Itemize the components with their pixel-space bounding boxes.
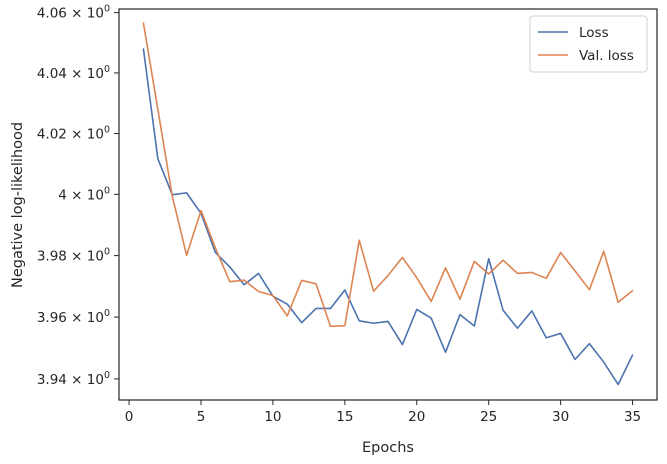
x-axis: 0 5 10 15 20 25 30 35 [125,400,641,425]
x-tick-label: 10 [264,409,281,425]
plot-area [142,22,634,386]
x-tick-label: 20 [408,409,425,425]
series-line-val-loss [142,22,634,328]
legend-label-loss: Loss [579,25,609,41]
y-tick-label: 4.06 × 100 [37,4,110,22]
y-tick-label: 4 × 100 [58,185,110,203]
plot-frame [118,8,658,401]
legend-box [529,15,648,73]
x-axis-label: Epochs [362,440,414,456]
x-tick-label: 35 [624,409,641,425]
x-tick-label: 25 [480,409,497,425]
y-tick-label: 3.96 × 100 [37,308,110,326]
legend-label-val-loss: Val. loss [579,48,634,64]
y-axis-label: Negative log-likelihood [10,122,26,288]
x-tick-label: 30 [552,409,569,425]
y-tick-label: 3.98 × 100 [37,247,110,265]
y-tick-label: 4.04 × 100 [37,64,110,82]
x-tick-label: 5 [197,409,206,425]
y-axis: 3.94 × 100 3.96 × 100 3.98 × 100 4 × 100 4.0… [37,4,119,388]
x-tick-label: 0 [125,409,134,425]
series-line-loss [142,48,634,386]
y-tick-label: 4.02 × 100 [37,124,110,142]
y-tick-label: 3.94 × 100 [37,370,110,388]
x-tick-label: 15 [336,409,353,425]
legend: Loss Val. loss [529,15,648,73]
